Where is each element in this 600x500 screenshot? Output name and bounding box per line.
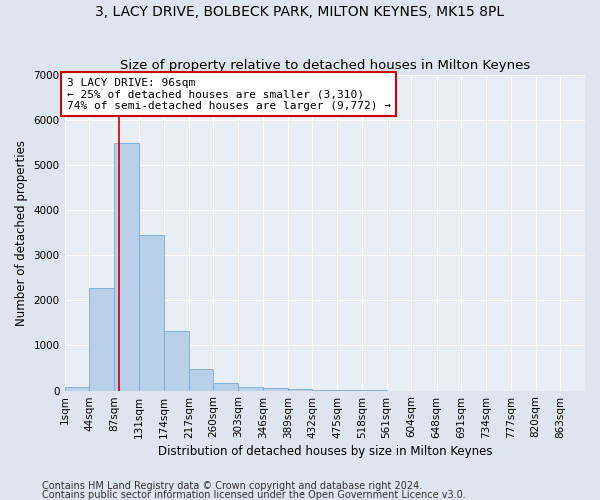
Y-axis label: Number of detached properties: Number of detached properties [15, 140, 28, 326]
Bar [65, 387, 89, 390]
Bar [164, 332, 189, 390]
Bar [139, 236, 164, 390]
Bar [287, 389, 313, 390]
X-axis label: Distribution of detached houses by size in Milton Keynes: Distribution of detached houses by size … [158, 444, 492, 458]
Bar [114, 143, 139, 390]
Title: Size of property relative to detached houses in Milton Keynes: Size of property relative to detached ho… [119, 59, 530, 72]
Bar [238, 386, 263, 390]
Bar [89, 288, 114, 391]
Bar [189, 370, 214, 390]
Bar [214, 384, 238, 390]
Text: Contains public sector information licensed under the Open Government Licence v3: Contains public sector information licen… [42, 490, 466, 500]
Bar [263, 388, 287, 390]
Text: Contains HM Land Registry data © Crown copyright and database right 2024.: Contains HM Land Registry data © Crown c… [42, 481, 422, 491]
Text: 3 LACY DRIVE: 96sqm
← 25% of detached houses are smaller (3,310)
74% of semi-det: 3 LACY DRIVE: 96sqm ← 25% of detached ho… [67, 78, 391, 111]
Text: 3, LACY DRIVE, BOLBECK PARK, MILTON KEYNES, MK15 8PL: 3, LACY DRIVE, BOLBECK PARK, MILTON KEYN… [95, 5, 505, 19]
